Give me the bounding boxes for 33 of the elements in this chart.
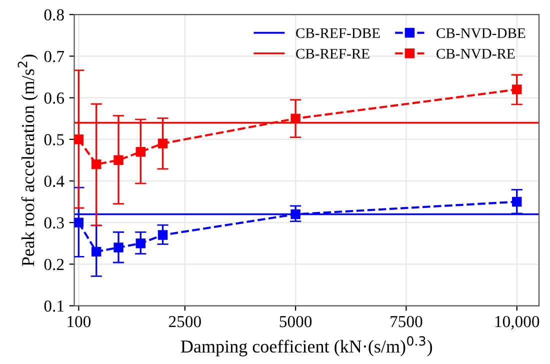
- x-tick-label: 2500: [168, 316, 201, 328]
- point: [136, 146, 146, 157]
- point: [512, 84, 522, 94]
- x-tick-label: 5000: [280, 316, 312, 328]
- x-tick-label: 7500: [390, 316, 422, 328]
- point: [74, 134, 84, 144]
- y-tick-label: 0.2: [44, 258, 64, 270]
- point: [114, 155, 124, 166]
- point: [512, 196, 522, 207]
- point: [158, 230, 168, 240]
- y-tick-label: 0.7: [44, 50, 64, 62]
- y-tick-label: 0.6: [44, 92, 64, 104]
- point: [290, 209, 300, 220]
- legend-label: CB-NVD-DBE: [436, 28, 526, 38]
- point: [136, 238, 146, 248]
- x-tick-label: 10,000: [495, 316, 540, 330]
- point: [74, 218, 84, 228]
- y-tick-label: 0.3: [44, 217, 64, 229]
- x-axis-title: Damping coefficient (kN·(s/m)$^{0.3}$): [180, 336, 432, 356]
- point: [158, 138, 168, 148]
- legend-label: CB-NVD-RE: [436, 48, 515, 59]
- y-tick-label: 0.5: [44, 134, 64, 146]
- y-axis-title: Peak roof acceleration (m/s$^{2}$): [18, 54, 38, 266]
- legend-label: CB-REF-RE: [296, 48, 370, 59]
- point: [92, 159, 102, 170]
- point: [92, 246, 102, 257]
- y-tick-label: 0.8: [44, 9, 64, 21]
- y-tick-label: 0.4: [44, 176, 64, 187]
- point: [290, 114, 300, 124]
- point: [114, 242, 124, 252]
- y-tick-label: 0.1: [44, 300, 64, 312]
- legend-label: CB-REF-DBE: [296, 28, 380, 38]
- x-tick-label: 100: [68, 316, 91, 328]
